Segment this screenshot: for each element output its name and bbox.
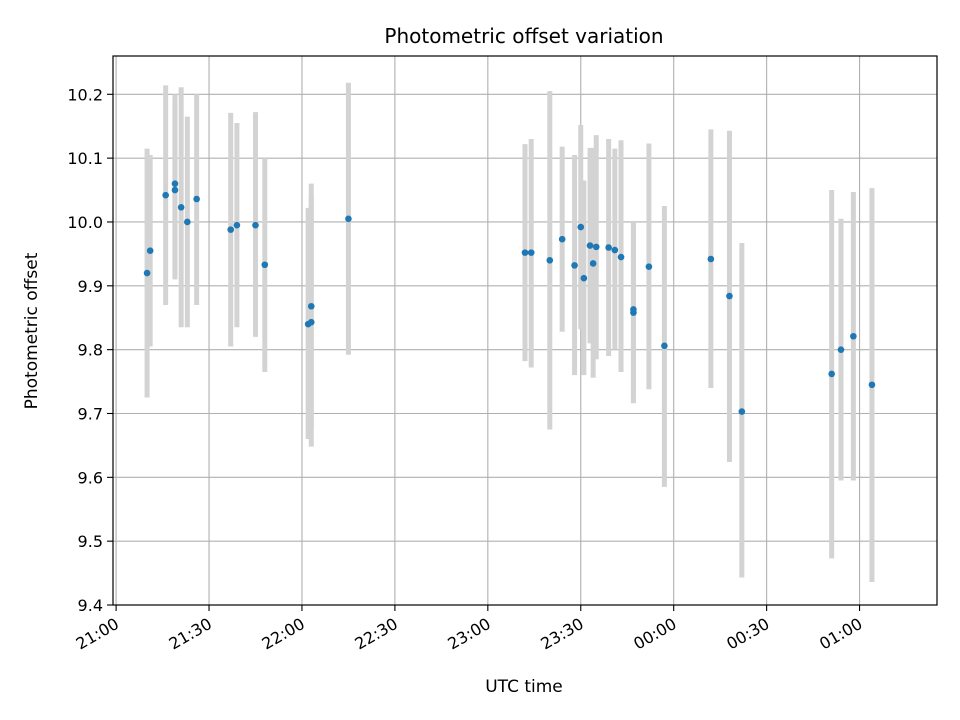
- data-point: [837, 346, 845, 353]
- data-point: [143, 269, 151, 277]
- y-tick-label: 9.7: [78, 404, 103, 423]
- y-tick-label: 10.1: [67, 149, 103, 168]
- data-point: [171, 180, 179, 187]
- data-point: [345, 215, 352, 223]
- data-points: [143, 180, 876, 415]
- data-point: [592, 243, 600, 251]
- data-point: [645, 263, 653, 270]
- y-tick-label: 9.9: [78, 277, 103, 296]
- data-point: [162, 191, 169, 199]
- y-tick-label: 10.2: [67, 85, 103, 104]
- data-point: [661, 342, 668, 350]
- x-tick-label: 22:30: [351, 614, 400, 654]
- x-tick-label: 21:30: [166, 614, 215, 654]
- y-axis-title: Photometric offset: [22, 252, 42, 409]
- data-point: [171, 186, 179, 194]
- data-point: [252, 221, 259, 229]
- data-point: [146, 247, 154, 255]
- data-point: [184, 218, 191, 226]
- data-point: [589, 260, 597, 267]
- y-tick-label: 9.8: [78, 341, 103, 360]
- data-point: [227, 226, 235, 233]
- data-point: [261, 261, 269, 269]
- data-point: [307, 302, 315, 310]
- data-point: [738, 408, 746, 415]
- data-point: [193, 195, 200, 203]
- y-axis-ticks: 9.4 9.5 9.6 9.7 9.8 9.9 10.0 10.1 10.2: [67, 85, 113, 615]
- data-point: [850, 332, 857, 340]
- x-tick-label: 21:00: [73, 614, 122, 654]
- data-point: [586, 242, 594, 249]
- data-point: [307, 318, 315, 326]
- data-point: [630, 306, 637, 313]
- x-axis-title: UTC time: [485, 677, 563, 697]
- data-point: [521, 249, 529, 256]
- plot-frame: [112, 55, 938, 606]
- x-tick-label: 01:00: [816, 614, 865, 654]
- x-tick-label: 00:30: [723, 614, 772, 654]
- data-point: [868, 381, 876, 389]
- data-point: [611, 246, 619, 254]
- data-point: [177, 203, 185, 211]
- data-point: [617, 253, 625, 261]
- data-point: [580, 274, 588, 282]
- data-point: [577, 223, 585, 231]
- x-axis-ticks: 21:00 21:30 22:00 22:30 23:00 23:30 00:00 00:30…: [73, 605, 866, 654]
- y-tick-label: 10.0: [67, 213, 103, 232]
- y-tick-label: 9.6: [78, 468, 103, 487]
- data-point: [828, 370, 835, 378]
- y-tick-label: 9.5: [78, 532, 103, 551]
- x-tick-label: 00:00: [630, 614, 679, 654]
- data-point: [707, 255, 715, 263]
- data-point: [233, 221, 241, 229]
- data-point: [571, 262, 578, 269]
- x-tick-label: 23:00: [444, 614, 493, 654]
- chart-title: Photometric offset variation: [384, 24, 663, 48]
- data-point: [726, 292, 733, 300]
- data-point: [558, 235, 566, 243]
- y-tick-label: 9.4: [78, 596, 103, 615]
- x-tick-label: 22:00: [259, 614, 308, 654]
- data-point: [605, 244, 612, 251]
- x-tick-label: 23:30: [537, 614, 586, 654]
- data-point: [527, 249, 535, 256]
- data-point: [546, 256, 554, 264]
